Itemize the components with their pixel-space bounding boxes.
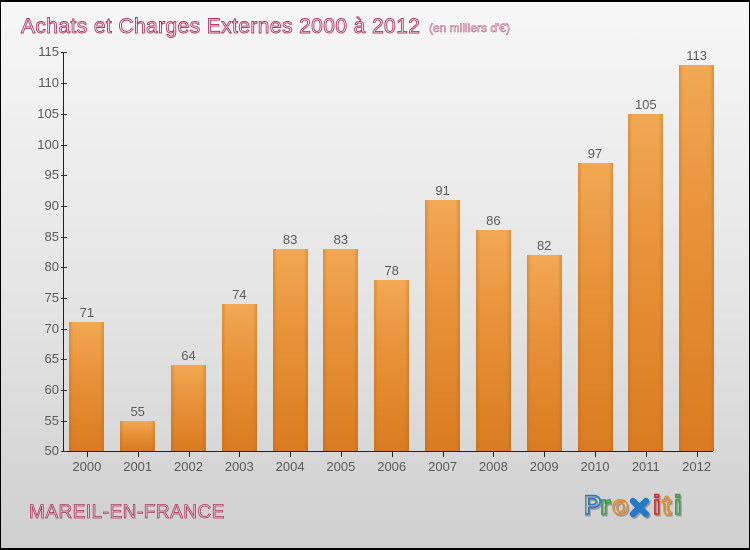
svg-text:i: i xyxy=(653,490,661,520)
svg-text:o: o xyxy=(612,490,629,520)
svg-text:P: P xyxy=(585,490,601,520)
svg-text:MAREIL-EN-FRANCE: MAREIL-EN-FRANCE xyxy=(29,502,225,523)
svg-text:r: r xyxy=(600,490,611,520)
svg-text:i: i xyxy=(674,490,682,520)
svg-text:t: t xyxy=(662,490,671,520)
